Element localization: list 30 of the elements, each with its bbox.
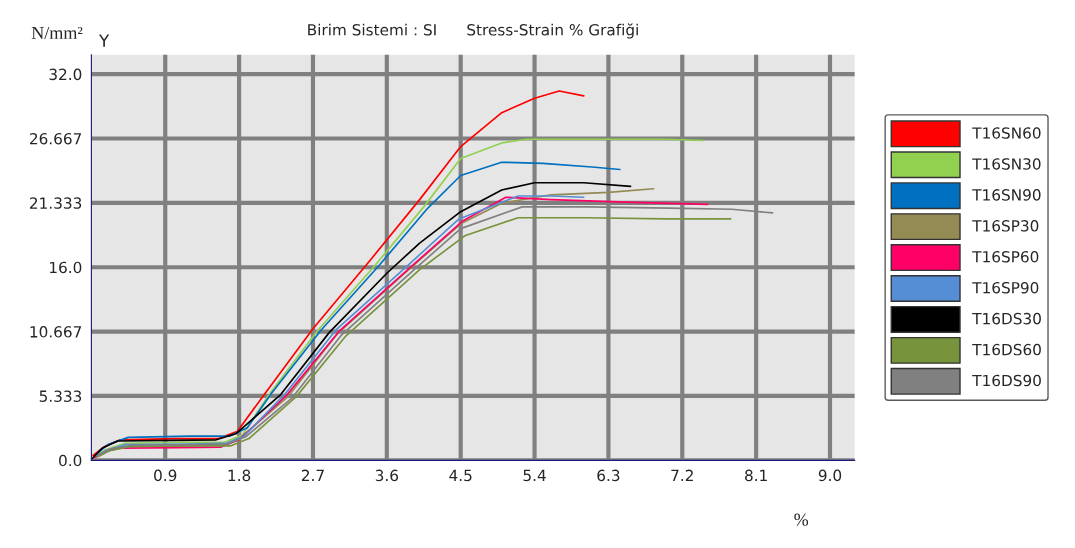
y-tick-label: 26.667 — [30, 132, 82, 145]
x-tick-label: 0.9 — [154, 469, 177, 482]
legend-label: T16DS30 — [972, 312, 1041, 325]
legend-label: T16SP30 — [972, 220, 1039, 232]
y-tick-label: 10.667 — [30, 326, 82, 338]
y-tick-label: 16.0 — [50, 261, 82, 274]
legend-label: T16SP90 — [972, 281, 1039, 294]
x-tick-label: 5.4 — [523, 469, 546, 482]
y-tick-label: 5.333 — [39, 390, 82, 402]
x-axis-title: % — [794, 513, 809, 526]
x-tick-label: 8.1 — [745, 469, 767, 482]
y-tick-label: 21.333 — [30, 197, 82, 209]
legend-label: T16SN90 — [972, 189, 1041, 201]
y-tick-label: 32.0 — [49, 68, 82, 81]
y-axis-title: N/mm² — [31, 26, 83, 39]
x-tick-label: 3.6 — [375, 469, 399, 482]
legend-label: T16DS60 — [972, 343, 1041, 356]
legend-label: T16SN60 — [972, 127, 1041, 139]
legend-label: T16DS90 — [972, 374, 1041, 387]
x-tick-label: 4.5 — [449, 469, 472, 482]
chart-title: Birim Sistemi : SI Stress-Strain % Grafiği — [308, 23, 638, 39]
x-tick-label: 2.7 — [301, 469, 324, 481]
x-tick-label: 1.8 — [228, 469, 251, 482]
legend-label: T16SN30 — [972, 158, 1041, 170]
x-tick-label: 7.2 — [671, 469, 693, 481]
x-tick-label: 9.0 — [818, 469, 842, 482]
x-tick-label: 6.3 — [597, 469, 620, 482]
y-tick-label: 0.0 — [59, 454, 82, 467]
legend-label: T16SP60 — [972, 251, 1039, 263]
text: Y — [98, 34, 110, 47]
